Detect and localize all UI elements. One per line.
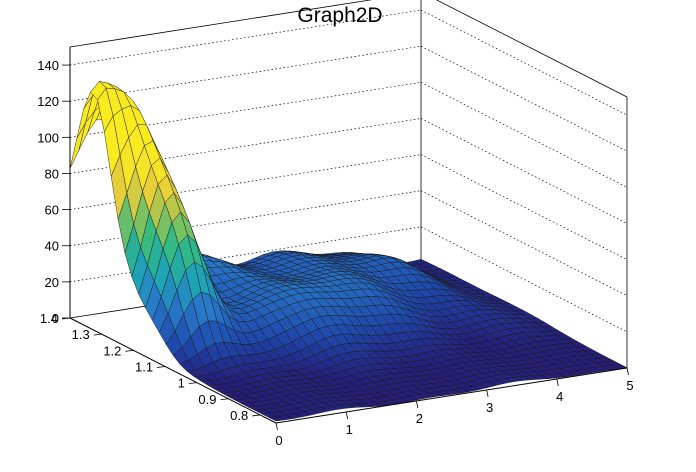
axes-front — [61, 47, 629, 431]
z-tick-label: 20 — [45, 275, 59, 290]
grid-line — [69, 118, 422, 174]
x-tick-label: 0 — [275, 433, 282, 448]
x-axis — [275, 367, 628, 424]
chart-title: Graph2D — [297, 4, 382, 27]
y-tick-label: 1.4 — [40, 311, 58, 326]
y-tick-label: 1.1 — [135, 360, 153, 375]
x-tick-mark — [275, 422, 278, 431]
z-tick-label: 120 — [37, 94, 59, 109]
grid-line — [69, 190, 422, 247]
y-tick-mark — [93, 333, 102, 336]
grid-line — [420, 82, 628, 188]
grid-line — [420, 9, 628, 116]
surface-cell — [268, 416, 286, 422]
grid-line — [69, 45, 422, 102]
x-tick-mark — [556, 378, 559, 387]
grid-line — [420, 118, 628, 224]
x-tick-label: 1 — [346, 422, 353, 437]
x-tick-mark — [626, 367, 629, 376]
tick-labels: 0123450.80.911.11.21.31.4020406080100120… — [37, 58, 633, 448]
y-tick-label: 0.8 — [230, 408, 248, 423]
x-tick-mark — [416, 400, 419, 409]
grid-line — [69, 154, 422, 210]
z-tick-label: 100 — [37, 130, 59, 145]
z-tick-label: 60 — [45, 203, 59, 218]
y-tick-label: 1.2 — [103, 343, 121, 358]
x-tick-label: 3 — [486, 400, 493, 415]
z-tick-label: 80 — [45, 167, 59, 182]
x-tick-mark — [486, 389, 489, 398]
z-tick-label: 0 — [52, 311, 59, 326]
surface-mesh — [69, 81, 628, 422]
y-tick-label: 1.3 — [72, 327, 90, 342]
grid-line — [420, 45, 628, 152]
y-tick-mark — [157, 366, 166, 368]
surface-cell — [69, 122, 86, 169]
x-tick-label: 5 — [626, 378, 633, 393]
grid-line — [420, 154, 628, 260]
y-tick-mark — [188, 382, 197, 385]
grid-line — [420, 190, 628, 297]
y-tick-mark — [220, 398, 229, 401]
x-tick-mark — [345, 411, 349, 420]
x-tick-label: 2 — [416, 411, 423, 426]
y-tick-mark — [252, 414, 261, 417]
grid-line — [69, 81, 422, 138]
frame-edge — [435, 0, 628, 98]
grid-line — [420, 226, 628, 333]
grid-line — [69, 226, 422, 283]
y-tick-label: 1 — [178, 376, 185, 391]
y-tick-label: 0.9 — [198, 392, 216, 407]
y-tick-mark — [125, 349, 134, 352]
x-tick-label: 4 — [556, 389, 563, 404]
z-tick-label: 40 — [45, 239, 59, 254]
z-tick-label: 140 — [37, 58, 59, 73]
y-axis — [69, 317, 277, 424]
frame-edge — [69, 0, 373, 48]
grid-line — [69, 9, 422, 66]
